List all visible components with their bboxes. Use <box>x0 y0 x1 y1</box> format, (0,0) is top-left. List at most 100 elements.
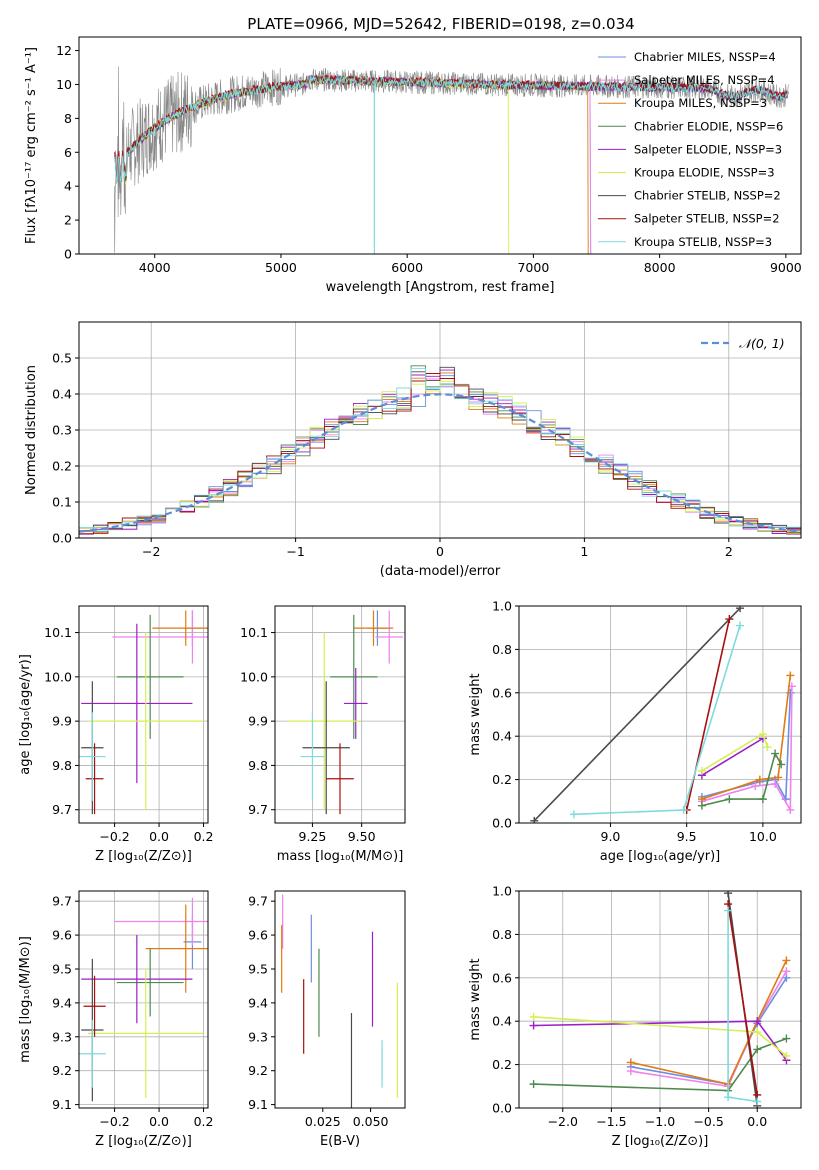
z-weight-y-tick-label: 0.2 <box>492 1057 512 1072</box>
z-age-plot-area <box>79 606 208 823</box>
age-weight-y-tick-label: 0.4 <box>492 729 512 744</box>
z-age-point-kroupa-elodie <box>87 632 204 810</box>
age-weight-marker-kroupa-stelib <box>569 810 578 819</box>
z-weight-x-tick-label: −0.5 <box>693 1114 723 1129</box>
residuals-y-tick-label: 0.1 <box>52 495 72 510</box>
z-age-point-salpeter-miles <box>112 610 208 664</box>
age-weight-x-tick-label: 9.5 <box>677 829 697 844</box>
z-mass-x-label: Z [log₁₀(Z/Z⊙)] <box>95 1134 192 1149</box>
z-weight-marker-salpeter-miles <box>626 1067 635 1076</box>
spectrum-x-tick-label: 5000 <box>265 260 297 275</box>
ebv-mass-y-tick-label: 9.6 <box>248 928 268 943</box>
z-age-frame-group: −0.2 0.0 0.2 9.7 9.8 9.9 10.0 10.1 Z [log₁₀(Z/Z⊙… <box>18 605 214 864</box>
mass-age-x-label: mass [log₁₀(M/M⊙)] <box>277 849 404 864</box>
residuals-axes: −2 −1 0 1 2 0.0 0.1 0.2 0.3 0.4 0.5 (data-model)/er… <box>24 321 802 579</box>
ebv-mass-x-tick-label: 0.025 <box>305 1114 341 1129</box>
residuals-x-label: (data-model)/error <box>380 564 501 579</box>
z-weight-y-label: mass weight <box>468 958 483 1040</box>
spectrum-legend: Chabrier MILES, NSSP=4 Salpeter MILES, NS… <box>598 50 783 249</box>
age-weight-marker-kroupa-miles <box>786 671 795 680</box>
mass-age-frame-group: 9.25 9.50 9.7 9.8 9.9 10.0 10.1 mass [log₁₀(M/M… <box>240 605 406 864</box>
z-mass-point-kroupa-stelib <box>79 1019 106 1088</box>
spectrum-model-kroupa-stelib <box>113 75 789 183</box>
age-weight-series-kroupa-stelib <box>573 625 741 816</box>
mass-age-point-chabrier-stelib <box>302 681 350 815</box>
ebv-mass-y-tick-label: 9.2 <box>248 1063 268 1078</box>
spectrum-legend-entry: Salpeter STELIB, NSSP=2 <box>634 212 780 226</box>
age-weight-marker-salpeter-miles <box>751 782 760 791</box>
z-weight-x-tick-label: −1.5 <box>596 1114 626 1129</box>
age-weight-axes: 9.0 9.5 10.0 0.0 0.2 0.4 0.6 0.8 1.0 age [log₁₀(a… <box>468 599 802 864</box>
histogram-kroupa-stelib <box>79 368 801 538</box>
age-weight-marker-chabrier-elodie <box>758 795 767 804</box>
age-weight-y-label: mass weight <box>468 673 483 755</box>
z-age-x-tick-label: 0.2 <box>194 829 214 844</box>
spectrum-legend-entry: Kroupa MILES, NSSP=3 <box>634 96 767 110</box>
mass-age-point-kroupa-stelib <box>300 712 325 801</box>
z-age-y-tick-label: 9.8 <box>52 758 72 773</box>
mass-age-point-kroupa-miles <box>353 610 394 646</box>
age-weight-marker-salpeter-miles <box>786 805 795 814</box>
z-mass-plot-area <box>79 891 208 1108</box>
spectrum-y-tick-label: 8 <box>64 111 72 126</box>
residuals-y-tick-label: 0.0 <box>52 531 72 546</box>
spectrum-y-tick-label: 0 <box>64 247 72 262</box>
z-age-point-salpeter-elodie <box>81 623 193 784</box>
z-weight-marker-salpeter-elodie <box>753 1017 762 1026</box>
z-weight-y-tick-label: 0.6 <box>492 970 512 985</box>
z-weight-x-tick-label: −1.0 <box>645 1114 675 1129</box>
z-mass-point-chabrier-elodie <box>116 948 184 1017</box>
spectrum-legend-entry: Chabrier ELODIE, NSSP=6 <box>634 119 783 133</box>
z-weight-y-tick-label: 0.8 <box>492 927 512 942</box>
age-weight-marker-chabrier-stelib <box>736 606 745 613</box>
age-weight-series-kroupa-miles <box>701 675 792 800</box>
age-weight-x-tick-label: 10.0 <box>749 829 777 844</box>
age-weight-series-kroupa-elodie <box>701 732 769 772</box>
z-age-point-kroupa-stelib <box>79 712 106 801</box>
z-weight-x-tick-label: 0.0 <box>747 1114 767 1129</box>
residuals-plot-area <box>79 322 801 538</box>
ebv-mass-y-tick-label: 9.7 <box>248 894 268 909</box>
ebv-mass-y-tick-label: 9.4 <box>248 995 268 1010</box>
age-weight-marker-kroupa-elodie <box>697 766 706 775</box>
spectrum-legend-entry: Chabrier MILES, NSSP=4 <box>634 50 776 64</box>
mass-age-frame <box>274 605 406 824</box>
spectrum-x-label: wavelength [Angstrom, rest frame] <box>326 280 555 295</box>
spectrum-plot-area <box>113 66 789 254</box>
spectrum-y-tick-label: 4 <box>64 179 72 194</box>
spectrum-axes: 4000 5000 6000 7000 8000 9000 0 2 4 6 8 10 12 wavelen… <box>24 36 802 295</box>
age-weight-marker-chabrier-elodie <box>697 801 706 810</box>
z-mass-y-tick-label: 9.2 <box>52 1063 72 1078</box>
mass-age-x-tick-label: 9.25 <box>299 829 327 844</box>
z-mass-point-salpeter-stelib <box>83 975 106 1037</box>
age-weight-y-tick-label: 1.0 <box>492 599 512 614</box>
z-weight-marker-kroupa-elodie <box>529 1012 538 1021</box>
z-weight-marker-chabrier-elodie <box>782 1034 791 1043</box>
age-weight-x-tick-label: 9.0 <box>601 829 621 844</box>
age-weight-y-tick-label: 0.6 <box>492 685 512 700</box>
age-weight-y-tick-label: 0.8 <box>492 642 512 657</box>
age-weight-marker-kroupa-miles <box>774 773 783 782</box>
z-age-y-tick-label: 10.1 <box>44 625 72 640</box>
mass-age-y-tick-label: 9.9 <box>248 714 268 729</box>
z-weight-frame-group: −2.0 −1.5 −1.0 −0.5 0.0 0.0 0.2 0.4 0.6 0.8 1.0 Z [… <box>468 884 802 1149</box>
z-weight-plot-area <box>519 891 801 1108</box>
age-weight-marker-kroupa-miles <box>755 775 764 784</box>
ebv-mass-frame <box>274 890 406 1109</box>
age-weight-marker-chabrier-stelib <box>530 816 539 823</box>
age-weight-marker-kroupa-stelib <box>679 805 688 814</box>
z-mass-x-tick-label: 0.2 <box>194 1114 214 1129</box>
mass-age-point-salpeter-elodie <box>343 668 368 739</box>
spectrum-x-tick-label: 7000 <box>517 260 549 275</box>
ebv-mass-axes: 0.025 0.050 9.1 9.2 9.3 9.4 9.5 9.6 9.7 E(B-V) <box>248 890 406 1149</box>
z-age-y-tick-label: 9.7 <box>52 802 72 817</box>
z-weight-marker-chabrier-stelib <box>724 891 733 898</box>
z-weight-y-tick-label: 0.4 <box>492 1014 512 1029</box>
spectrum-y-tick-label: 6 <box>64 145 72 160</box>
z-age-point-salpeter-stelib <box>85 743 104 815</box>
spectrum-y-label: Flux [fλ10⁻¹⁷ erg cm⁻² s⁻¹ A⁻¹] <box>24 47 39 244</box>
residuals-y-tick-label: 0.3 <box>52 423 72 438</box>
z-weight-series-salpeter-stelib <box>727 903 758 1096</box>
z-weight-marker-kroupa-stelib <box>724 1093 733 1102</box>
spectrum-x-tick-label: 8000 <box>644 260 676 275</box>
